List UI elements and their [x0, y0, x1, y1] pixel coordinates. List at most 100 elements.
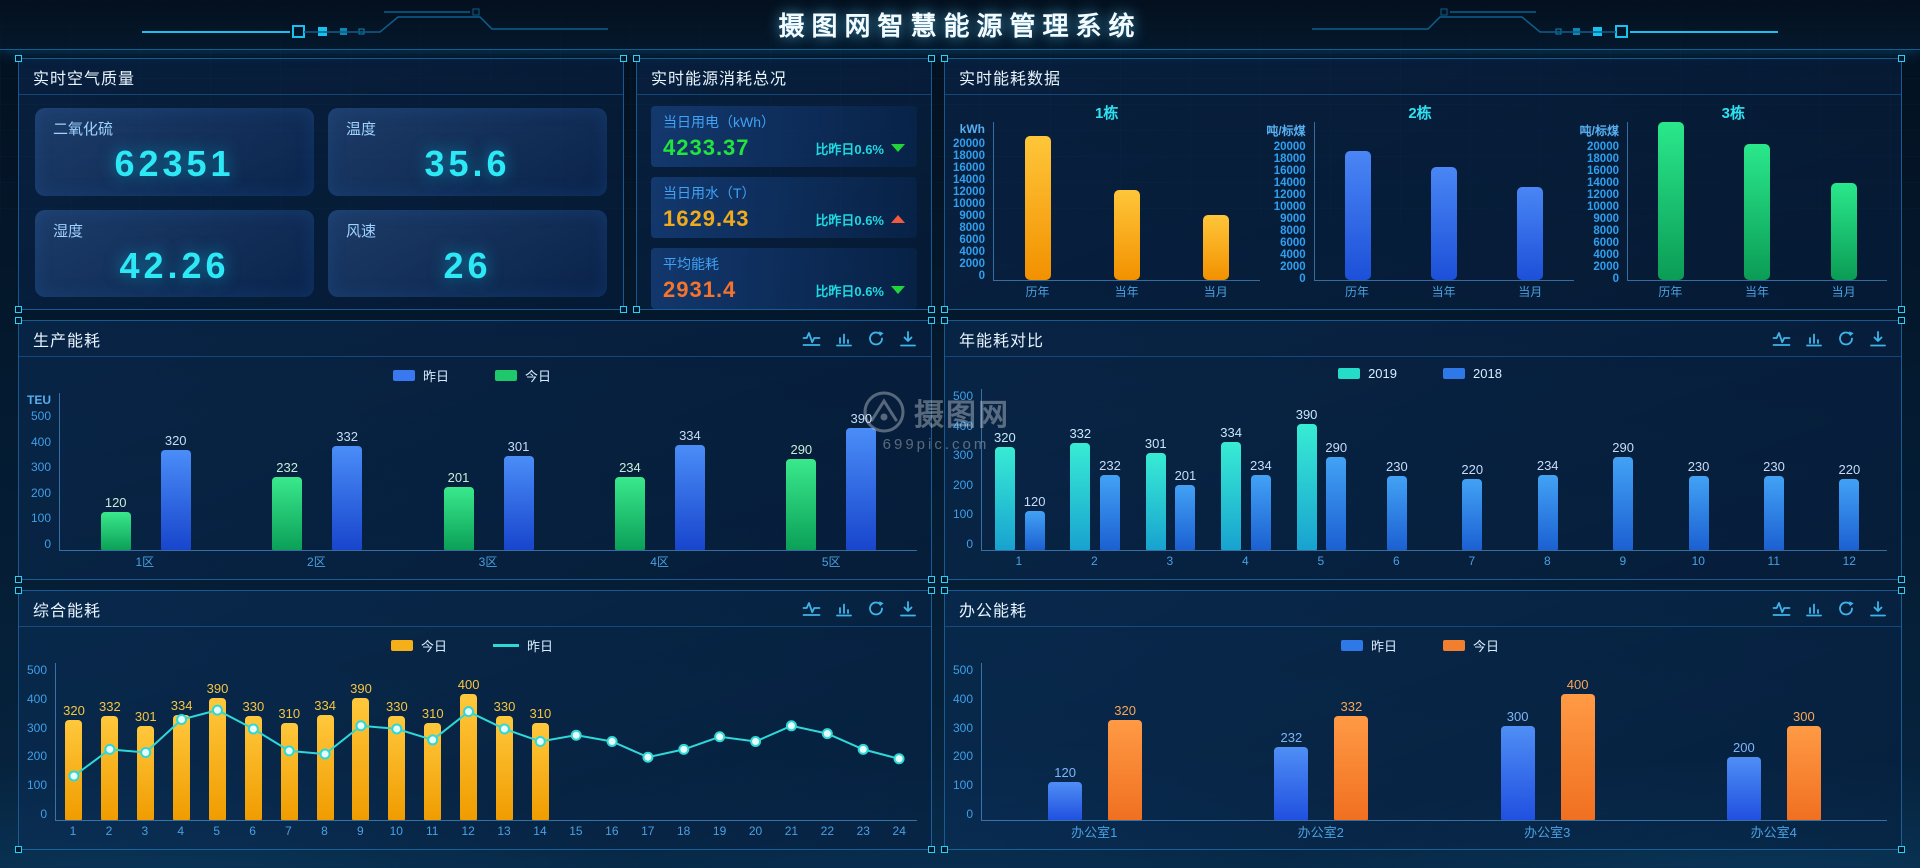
air-card-value: 35.6: [424, 143, 511, 185]
plot-area: [1313, 122, 1574, 281]
air-card-temperature: 温度 35.6: [328, 108, 607, 196]
bar-value-label: 330: [385, 699, 408, 715]
legend-item-今日[interactable]: 今日: [390, 636, 447, 655]
bar-能耗: [1202, 215, 1229, 280]
bar-value-label: 200: [1733, 740, 1755, 756]
bar-今日: [280, 722, 298, 820]
bar-value-label: 120: [104, 495, 127, 511]
trend-down-icon: [891, 286, 905, 294]
refresh-icon[interactable]: [867, 600, 885, 617]
legend-item-昨日[interactable]: 昨日: [1340, 636, 1397, 655]
chart-building-2: 2栋 吨/标煤 20000 18000 16000 14000 12000 10000 9000…: [1266, 102, 1574, 301]
bar-value-label: 310: [529, 705, 552, 721]
summary-value: 2931.4: [663, 277, 737, 302]
bar-2018: [1688, 475, 1709, 550]
chart-legend: 昨日 今日: [953, 634, 1887, 663]
y-axis: 500 400 300 200 100 0: [953, 663, 974, 821]
y-axis: 吨/标煤 20000 18000 16000 14000 12000 10000 9000 80…: [1266, 122, 1313, 301]
summary-label: 平均能耗: [663, 256, 719, 272]
legend-swatch: [1443, 640, 1465, 651]
bar-chart-icon[interactable]: [1805, 330, 1823, 347]
bar-chart-icon[interactable]: [835, 330, 853, 347]
bar-value-label: 300: [1793, 708, 1815, 724]
bar-今日: [531, 722, 549, 820]
bar-value-label: 300: [1506, 708, 1529, 724]
line-chart-icon[interactable]: [1772, 330, 1791, 347]
refresh-icon[interactable]: [1837, 600, 1855, 617]
panel-corner: [941, 846, 948, 853]
y-axis-unit: 吨/标煤: [1579, 124, 1619, 138]
chart-building-3: 3栋吨/标煤 20000 18000 16000 14000 12000 10000 9000…: [1580, 102, 1887, 301]
bar-value-label: 330: [493, 699, 516, 715]
summary-value: 1629.43: [663, 206, 750, 231]
bar-能耗: [1744, 143, 1771, 280]
legend-swatch: [493, 644, 519, 647]
bar-今日: [388, 716, 406, 820]
refresh-icon[interactable]: [867, 330, 885, 347]
bar-value-label: 334: [314, 698, 336, 714]
bar-2019: [1296, 424, 1317, 550]
air-card-label: 湿度: [53, 222, 84, 240]
bar-2018: [1839, 479, 1860, 550]
mini-chart-title: 3栋: [1721, 105, 1745, 122]
bar-value-label: 301: [1144, 436, 1167, 452]
legend-item-今日[interactable]: 今日: [495, 366, 551, 385]
bar-今日: [1786, 725, 1821, 820]
x-axis: 历年 当年 当月: [1344, 284, 1543, 299]
air-card-label: 二氧化硫: [53, 121, 114, 138]
legend-item-昨日[interactable]: 昨日: [392, 366, 449, 385]
panel-corner: [928, 306, 935, 313]
legend-item-今日[interactable]: 今日: [1443, 636, 1499, 655]
bar-昨日: [332, 445, 363, 550]
chart-building-1: 1栋 kWh 20000 18000 16000 14000 12000 10000 9000 8…: [953, 102, 1261, 301]
download-icon[interactable]: [899, 600, 917, 617]
bar-value-label: 332: [1340, 698, 1363, 714]
bar-chart-icon[interactable]: [835, 600, 853, 617]
legend-item-2018[interactable]: 2018: [1443, 366, 1502, 381]
legend-item-昨日[interactable]: 昨日: [493, 636, 553, 655]
legend-item-2019[interactable]: 2019: [1338, 366, 1397, 381]
header-decoration-left: [142, 8, 608, 38]
bar-今日: [244, 716, 262, 820]
line-chart-icon[interactable]: [802, 330, 821, 347]
x-axis: 历年 当年 当月: [1025, 284, 1228, 299]
bar-value-label: 234: [1536, 457, 1559, 473]
chart-legend: 今日 昨日: [27, 634, 917, 663]
download-icon[interactable]: [899, 330, 917, 347]
bar-今日: [173, 715, 191, 820]
bar-value-label: 310: [278, 705, 301, 721]
bar-value-label: 230: [1386, 458, 1408, 474]
bar-今日: [443, 486, 474, 550]
bar-value-label: 334: [1220, 425, 1242, 441]
bar-chart-icon[interactable]: [1805, 600, 1823, 617]
panel-corner: [928, 846, 935, 853]
bar-2018: [1537, 474, 1558, 550]
air-card-so2: 二氧化硫 62351: [35, 108, 314, 196]
bar-value-label: 230: [1763, 458, 1785, 474]
panel-corner: [15, 317, 22, 324]
line-chart-icon[interactable]: [1772, 600, 1791, 617]
mini-chart-title: 1栋: [1094, 105, 1119, 122]
download-icon[interactable]: [1869, 330, 1887, 347]
summary-label: 当日用电（kWh）: [663, 114, 775, 130]
bar-value-label: 390: [850, 410, 873, 426]
line-chart-icon[interactable]: [802, 600, 821, 617]
download-icon[interactable]: [1869, 600, 1887, 617]
bar-value-label: 332: [1069, 426, 1092, 442]
legend-swatch: [1340, 640, 1363, 651]
bar-昨日: [503, 455, 534, 550]
y-axis: kWh 20000 18000 16000 14000 12000 10000 9000 800…: [953, 122, 993, 301]
refresh-icon[interactable]: [1837, 330, 1855, 347]
bar-能耗: [1025, 136, 1052, 280]
x-axis: 办公室1 办公室2 办公室3 办公室4: [1071, 824, 1797, 840]
panel-corner: [941, 306, 948, 313]
bar-value-label: 290: [790, 441, 813, 457]
panel-title-office: 办公能耗: [959, 602, 1028, 620]
panel-title-production: 生产能耗: [33, 332, 102, 350]
panel-corner: [15, 846, 22, 853]
chart-production: 昨日 今日 TEU 500 400 300 200 100 0 120 320 232 332 201 30…: [27, 364, 917, 571]
panel-actions: [1772, 330, 1887, 347]
panel-title-air-quality: 实时空气质量: [33, 70, 136, 88]
y-axis: 吨/标煤 20000 18000 16000 14000 12000 10000 9000 80…: [1580, 122, 1627, 301]
panel-corner: [15, 306, 22, 313]
